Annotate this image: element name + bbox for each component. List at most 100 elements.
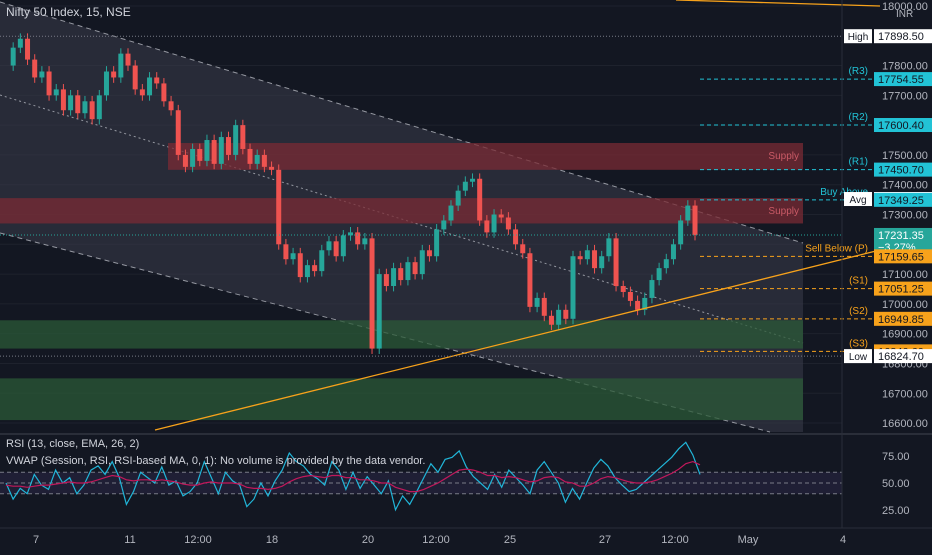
candle-body (355, 232, 361, 245)
x-tick-label: 12:00 (184, 534, 212, 546)
candle-body (692, 205, 698, 235)
candle-body (556, 309, 562, 325)
zone-label: Supply (768, 151, 799, 162)
candle-body (541, 297, 547, 316)
candle-body (161, 83, 167, 102)
candle-body (82, 101, 88, 114)
candle-body (290, 253, 296, 260)
y-tick-label: 16600.00 (882, 418, 928, 430)
y-tick-label: 18000.00 (882, 1, 928, 13)
candle-body (139, 89, 145, 96)
tag-label: Low (849, 352, 868, 363)
price-tag-value: 17450.70 (878, 165, 924, 177)
candle-body (218, 137, 224, 164)
x-tick-label: 20 (362, 534, 374, 546)
candle-body (53, 89, 59, 96)
upper-trendline (675, 0, 881, 7)
candle-body (455, 190, 461, 206)
candle-body (606, 238, 612, 257)
candle-body (663, 259, 669, 269)
rsi-ma-line (5, 460, 701, 493)
rsi-indicator-label: RSI (13, close, EMA, 26, 2) (6, 438, 140, 450)
candle-body (25, 38, 31, 60)
y-tick-label: 17400.00 (882, 180, 928, 192)
price-tag (874, 118, 932, 133)
candle-body (197, 148, 203, 161)
x-tick-label: 18 (266, 534, 278, 546)
candle-body (10, 47, 16, 66)
candle-body (340, 235, 346, 257)
price-tag (874, 72, 932, 87)
candle-body (534, 297, 540, 307)
candle-body (376, 274, 382, 349)
y-tick-label: 17100.00 (882, 269, 928, 281)
candle-body (175, 110, 181, 155)
price-tag-value: 17754.55 (878, 74, 924, 86)
candle-body (326, 241, 332, 251)
price-tag (874, 29, 932, 44)
candle-body (168, 101, 174, 111)
x-tick-label: 27 (599, 534, 611, 546)
candle-body (39, 71, 45, 78)
candle-body (96, 95, 102, 120)
candle-body (405, 262, 411, 281)
y-tick-label: 17500.00 (882, 150, 928, 162)
candle-body (383, 274, 389, 287)
candle-body (276, 169, 282, 245)
rsi-tick-label: 50.00 (882, 478, 910, 490)
ascending-trendline (154, 249, 881, 431)
candle-body (154, 77, 160, 84)
price-tag-value: 17349.25 (878, 195, 924, 207)
x-tick-label: 4 (840, 534, 846, 546)
price-tag (874, 192, 932, 207)
candle-body (670, 244, 676, 260)
pivot-level-label: (R1) (849, 157, 868, 168)
price-tag-value: 17898.50 (878, 31, 924, 43)
demand-zone (0, 378, 803, 421)
candle-body (412, 262, 418, 275)
vwap-indicator-label: VWAP (Session, RSI, RSI-based MA, 0, 1):… (6, 455, 426, 467)
candle-body (211, 140, 217, 164)
candle-body (563, 309, 569, 319)
tag-label: Avg (849, 195, 866, 206)
zone-label: Supply (768, 206, 799, 217)
candle-body (527, 253, 533, 307)
candle-body (548, 315, 554, 325)
candle-body (685, 205, 691, 221)
currency-label: INR (896, 9, 913, 20)
price-tag (874, 162, 932, 177)
candle-body (477, 178, 483, 221)
candle-body (297, 253, 303, 278)
candle-body (240, 125, 246, 149)
candle-body (233, 125, 239, 155)
pivot-level-label: (S2) (849, 306, 868, 317)
candle-body (520, 244, 526, 254)
pivot-level-label: (S1) (849, 276, 868, 287)
price-tag (874, 349, 932, 364)
price-tag (874, 311, 932, 326)
y-tick-label: 16900.00 (882, 329, 928, 341)
candle-body (635, 300, 641, 310)
candle-body (247, 148, 253, 164)
price-tag-value: 17051.25 (878, 284, 924, 296)
candle-body (369, 238, 375, 349)
rsi-line (5, 441, 701, 512)
candle-body (678, 220, 684, 245)
supply-zone (168, 143, 803, 170)
candle-body (577, 256, 583, 260)
supply-zone (0, 198, 803, 224)
tag-label-bg (844, 29, 872, 44)
rsi-tick-label: 75.00 (882, 451, 910, 463)
x-tick-label: May (738, 534, 759, 546)
candle-body (68, 95, 74, 111)
demand-zone (0, 320, 803, 349)
candle-body (283, 244, 289, 260)
candle-body (426, 250, 432, 257)
candle-body (419, 250, 425, 275)
candle-body (17, 38, 23, 48)
price-tag-value: 17231.35 (878, 230, 924, 242)
pivot-level-label: (S3) (849, 338, 868, 349)
price-tag (874, 249, 932, 264)
